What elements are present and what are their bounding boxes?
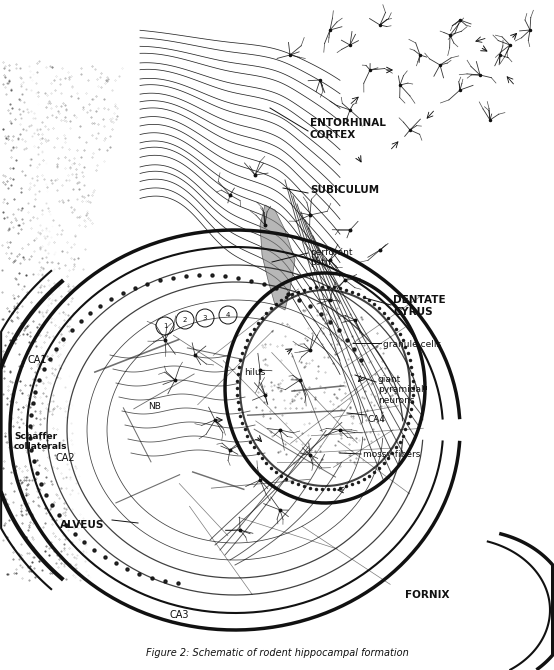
Text: ENTORHINAL
CORTEX: ENTORHINAL CORTEX (310, 118, 386, 139)
Polygon shape (260, 205, 295, 310)
Text: NB: NB (148, 402, 161, 411)
Text: giant
pyramidal
neurons: giant pyramidal neurons (378, 375, 424, 405)
Text: mossy fibers: mossy fibers (363, 450, 420, 459)
Text: FORNIX: FORNIX (405, 590, 449, 600)
Text: 2: 2 (183, 317, 187, 323)
Text: CA3: CA3 (170, 610, 189, 620)
Text: Schaffer
collaterals: Schaffer collaterals (14, 432, 68, 452)
Text: DENTATE
GYRUS: DENTATE GYRUS (393, 295, 445, 317)
Text: ALVEUS: ALVEUS (60, 520, 104, 530)
Text: 1: 1 (163, 323, 167, 329)
Text: CA4: CA4 (368, 415, 386, 424)
Text: hilus: hilus (244, 368, 266, 377)
Text: SUBICULUM: SUBICULUM (310, 185, 379, 195)
Text: perforant
path: perforant path (310, 248, 352, 267)
Text: Figure 2: Schematic of rodent hippocampal formation: Figure 2: Schematic of rodent hippocampa… (146, 648, 408, 658)
Text: 3: 3 (203, 315, 207, 321)
Text: CA2: CA2 (55, 453, 75, 463)
Text: 4: 4 (226, 312, 230, 318)
Text: CA1: CA1 (28, 355, 48, 365)
Text: granule cells: granule cells (383, 340, 441, 349)
